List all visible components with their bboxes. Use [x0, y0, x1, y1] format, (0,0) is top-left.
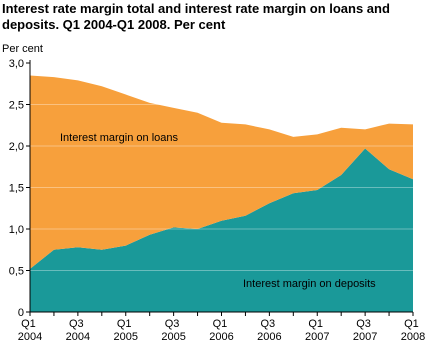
- x-tick-label: Q1 2007: [305, 318, 329, 343]
- x-tick-label: Q3 2006: [257, 318, 281, 343]
- y-tick-label: 1,0: [9, 224, 24, 236]
- y-tick-label: 2,5: [9, 100, 24, 112]
- area: [30, 148, 413, 312]
- area: [30, 75, 413, 269]
- x-tick-label: Q3 2007: [353, 318, 377, 343]
- x-tick-label: Q1 2005: [114, 318, 138, 343]
- y-tick-label: 1,5: [9, 183, 24, 195]
- y-tick-label: 0,5: [9, 266, 24, 278]
- y-tick-label: 3,0: [9, 58, 24, 70]
- x-tick-label: Q3 2004: [66, 318, 90, 343]
- series-label: Interest margin on loans: [60, 132, 179, 144]
- x-tick-label: Q1 2008: [401, 318, 425, 343]
- y-tick-label: 2,0: [9, 141, 24, 153]
- x-tick-label: Q3 2005: [161, 318, 185, 343]
- y-tick-label: 0: [18, 307, 24, 319]
- y-axis-label: Per cent: [2, 43, 43, 55]
- chart-title: Interest rate margin total and interest …: [2, 1, 390, 16]
- x-tick-label: Q1 2006: [209, 318, 233, 343]
- chart-title: deposits. Q1 2004-Q1 2008. Per cent: [2, 17, 226, 32]
- series-label: Interest margin on deposits: [243, 278, 376, 290]
- x-tick-label: Q1 2004: [18, 318, 42, 343]
